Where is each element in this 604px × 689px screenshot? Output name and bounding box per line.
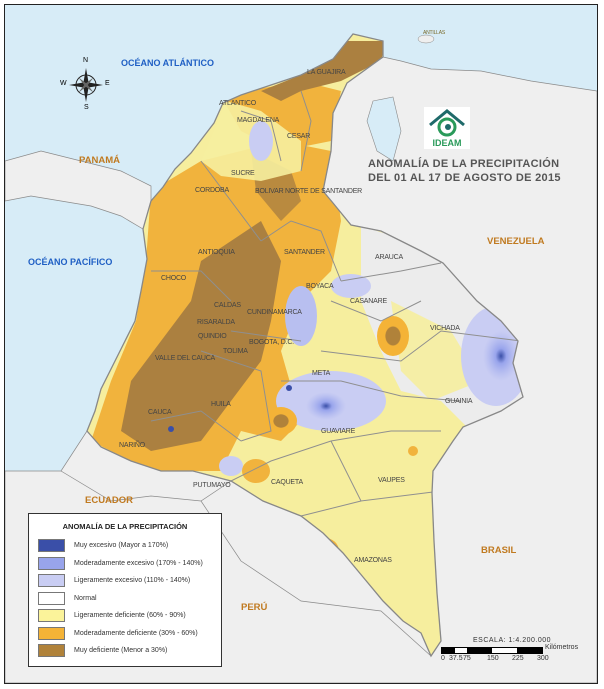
legend-label: Muy excesivo (Mayor a 170%) [74, 542, 169, 550]
peru-border [200, 500, 432, 657]
ocean-label-pacific: OCÉANO PACÍFICO [28, 257, 113, 267]
dept-label: AMAZONAS [354, 557, 392, 564]
ideam-logo-icon [429, 109, 465, 137]
dept-label: BOYACA [306, 283, 334, 290]
ecuador-border [60, 470, 232, 502]
legend-item: Ligeramente excesivo (110% - 140%) [29, 572, 221, 590]
scale-bar-graphic [441, 647, 543, 654]
dept-label: CAQUETA [271, 479, 303, 486]
legend-swatch [38, 626, 65, 640]
scale-bar: ESCALA: 1:4.200.000 0 37.5 75 150 225 30… [441, 637, 578, 663]
dept-label: ARAUCA [375, 254, 403, 261]
legend: ANOMALÍA DE LA PRECIPITACIÓN Muy excesiv… [28, 513, 222, 667]
dept-label: CHOCO [161, 275, 187, 282]
legend-label: Moderadamente excesivo (170% - 140%) [74, 559, 203, 567]
legend-item: Muy excesivo (Mayor a 170%) [29, 537, 221, 555]
dept-label: META [312, 370, 331, 377]
dept-label: CORDOBA [195, 187, 229, 194]
dept-label: CALDAS [214, 302, 241, 309]
dept-label: NARIÑO [119, 442, 146, 449]
dept-label: VICHADA [430, 325, 460, 332]
dept-label: BOGOTA, D.C. [249, 339, 294, 346]
dept-label: CASANARE [350, 298, 387, 305]
legend-item: Normal [29, 590, 221, 608]
scale-tick: 75 [463, 655, 471, 662]
country-label-panama: PANAMÁ [79, 155, 120, 166]
legend-swatch [38, 556, 65, 570]
dept-label: SANTANDER [284, 249, 325, 256]
compass-n: N [83, 57, 89, 64]
dept-label: QUINDIO [198, 333, 227, 340]
scale-title: ESCALA: 1:4.200.000 [473, 637, 551, 644]
dept-label: CESAR [287, 133, 311, 140]
dept-label: BOLIVAR [255, 188, 284, 195]
panama-land [5, 150, 152, 230]
scale-tick: 37.5 [449, 655, 463, 662]
country-label-venezuela: VENEZUELA [487, 236, 545, 247]
compass-w: W [60, 80, 67, 87]
dept-label: RISARALDA [197, 319, 235, 326]
dept-label: ATLANTICO [219, 100, 256, 107]
antilles-island [417, 34, 435, 44]
dept-label: MAGDALENA [237, 117, 280, 124]
compass-rose: N S W E [60, 57, 110, 115]
map-frame: N S W E OCÉANO ATLÁNTICO OCÉANO PACÍFICO… [4, 4, 598, 684]
country-label-peru: PERÚ [241, 602, 268, 613]
scale-tick: 0 [441, 655, 445, 662]
dept-label: CUNDINAMARCA [247, 309, 302, 316]
title-line-1: ANOMALÍA DE LA PRECIPITACIÓN [368, 158, 560, 170]
title-line-2: DEL 01 AL 17 DE AGOSTO DE 2015 [368, 172, 561, 184]
dept-label: VAUPES [378, 477, 405, 484]
legend-item: Moderadamente deficiente (30% - 60%) [29, 625, 221, 643]
legend-title: ANOMALÍA DE LA PRECIPITACIÓN [62, 522, 188, 531]
legend-label: Muy deficiente (Menor a 30%) [74, 647, 168, 655]
dept-label: HUILA [211, 401, 231, 408]
legend-item: Muy deficiente (Menor a 30%) [29, 642, 221, 660]
compass-s: S [84, 104, 89, 111]
dept-label: NORTE DE SANTANDER [285, 188, 363, 195]
dept-label: PUTUMAYO [193, 482, 231, 489]
country-label-ecuador: ECUADOR [85, 495, 134, 506]
dept-label: LA GUAJIRA [307, 69, 346, 76]
scale-unit: Kilómetros [545, 644, 579, 651]
dept-label: GUAVIARE [321, 428, 356, 435]
dept-label: GUAINIA [445, 398, 473, 405]
dept-label: TOLIMA [223, 348, 248, 355]
legend-label: Moderadamente deficiente (30% - 60%) [74, 629, 198, 637]
legend-label: Ligeramente deficiente (60% - 90%) [74, 612, 186, 620]
dept-label: CAUCA [148, 409, 172, 416]
map-title: ANOMALÍA DE LA PRECIPITACIÓN DEL 01 AL 1… [368, 157, 561, 185]
compass-e: E [105, 80, 110, 87]
antillas-label: ANTILLAS [423, 30, 446, 36]
legend-swatch [38, 609, 65, 623]
dept-label: ANTIOQUIA [198, 249, 235, 256]
legend-swatch [38, 644, 65, 658]
colombia-outline [86, 33, 524, 658]
scale-tick: 150 [487, 655, 499, 662]
dept-label: SUCRE [231, 170, 255, 177]
compass-rose-icon [69, 68, 103, 102]
legend-label: Ligeramente excesivo (110% - 140%) [74, 577, 191, 585]
dept-label: VALLE DEL CAUCA [155, 355, 216, 362]
ocean-label-atlantic: OCÉANO ATLÁNTICO [121, 58, 214, 68]
legend-swatch [38, 539, 65, 553]
country-label-brasil: BRASIL [481, 545, 517, 556]
scale-tick: 300 [537, 655, 549, 662]
legend-swatch [38, 574, 65, 588]
legend-swatch [38, 591, 65, 605]
legend-item: Moderadamente excesivo (170% - 140%) [29, 555, 221, 573]
ideam-logo: IDEAM [424, 107, 470, 149]
logo-text: IDEAM [432, 138, 462, 148]
scale-tick: 225 [512, 655, 524, 662]
legend-label: Normal [74, 594, 97, 602]
maracaibo-lake [366, 96, 402, 162]
legend-item: Ligeramente deficiente (60% - 90%) [29, 607, 221, 625]
